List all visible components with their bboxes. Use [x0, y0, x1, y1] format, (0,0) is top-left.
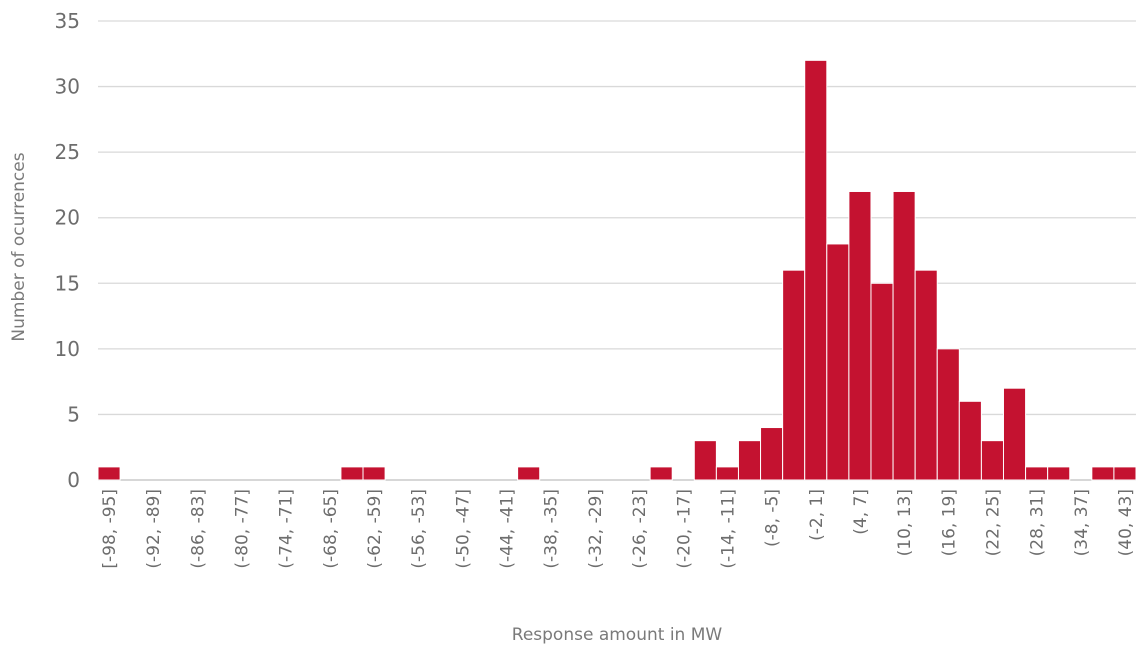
bar — [826, 243, 850, 481]
x-tick-label: (-20, -17] — [674, 489, 694, 569]
y-tick-label: 35 — [55, 9, 80, 33]
x-tick-label: (-38, -35] — [542, 489, 562, 569]
bar — [760, 427, 784, 481]
bar — [1025, 466, 1049, 481]
x-tick-label: (16, 19] — [939, 489, 959, 556]
y-tick-label: 5 — [67, 402, 80, 426]
bars — [97, 59, 1137, 481]
x-tick-label: (-74, -71] — [277, 489, 297, 569]
bar — [1113, 466, 1137, 481]
y-tick-label: 25 — [55, 140, 80, 164]
x-tick-label: [-98, -95] — [100, 489, 120, 569]
x-tick-label: (-32, -29] — [586, 489, 606, 569]
x-tick-label: (-86, -83] — [188, 489, 208, 569]
y-tick-label: 20 — [55, 206, 80, 230]
x-tick-label: (-56, -53] — [409, 489, 429, 569]
x-tick-label: (28, 31] — [1028, 489, 1048, 556]
x-tick-label: (-14, -11] — [718, 489, 738, 569]
bar — [914, 269, 938, 481]
grid-lines — [98, 20, 1136, 481]
bar — [693, 440, 717, 481]
bar — [517, 466, 541, 481]
bar — [649, 466, 673, 481]
bar — [362, 466, 386, 481]
bar — [892, 190, 916, 481]
y-tick-label: 0 — [67, 468, 80, 492]
bar — [1091, 466, 1115, 481]
y-axis-title: Number of ocurrences — [9, 152, 29, 341]
bar — [804, 59, 828, 481]
x-tick-label: (-2, 1] — [807, 489, 827, 541]
x-tick-label: (-80, -77] — [233, 489, 253, 569]
x-tick-label: (-68, -65] — [321, 489, 341, 569]
x-tick-label: (40, 43] — [1116, 489, 1136, 556]
bar — [1002, 387, 1027, 481]
bar — [936, 348, 960, 481]
bar — [1047, 466, 1071, 481]
y-tick-label: 10 — [55, 337, 80, 361]
x-tick-label: (10, 13] — [895, 489, 915, 556]
x-tick-label: (-8, -5] — [763, 489, 783, 547]
x-tick-label: (4, 7] — [851, 489, 871, 535]
bar — [870, 282, 894, 481]
x-tick-label: (-44, -41] — [498, 489, 518, 569]
bar — [97, 466, 121, 481]
y-tick-label: 30 — [55, 75, 80, 99]
x-axis-title: Response amount in MW — [512, 625, 723, 645]
x-tick-label: (-50, -47] — [453, 489, 473, 569]
bar — [715, 466, 739, 481]
x-tick-label: (-26, -23] — [630, 489, 650, 569]
bar — [782, 269, 806, 481]
bar — [980, 440, 1004, 481]
x-axis-ticks: [-98, -95] (-92, -89] (-86, -83] (-80, -77]… — [100, 489, 1136, 569]
y-tick-label: 15 — [55, 271, 80, 295]
bar — [340, 466, 364, 481]
bar — [958, 400, 982, 481]
x-tick-label: (-62, -59] — [365, 489, 385, 569]
x-tick-label: (-92, -89] — [144, 489, 164, 569]
x-tick-label: (34, 37] — [1072, 489, 1092, 556]
bar — [848, 190, 872, 481]
y-axis-ticks: 0 5 10 15 20 25 30 35 — [55, 9, 80, 492]
bar — [737, 440, 762, 481]
x-tick-label: (22, 25] — [983, 489, 1003, 556]
